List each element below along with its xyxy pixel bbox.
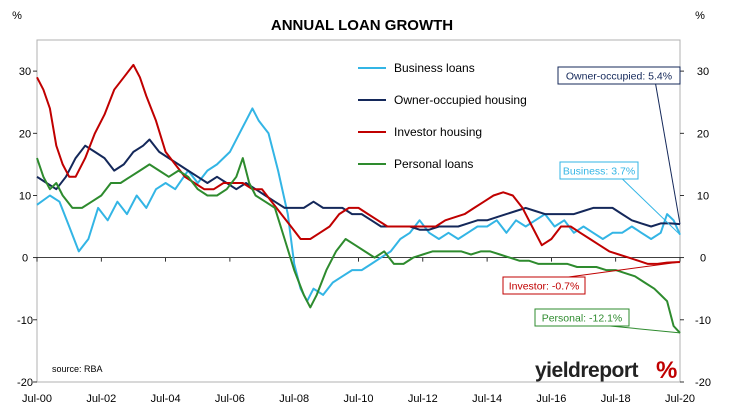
brand-name: yieldreport [535, 359, 639, 382]
x-tick-label: Jul-18 [601, 393, 631, 405]
y-tick-label-left: 20 [19, 128, 31, 140]
source-note: source: RBA [52, 364, 103, 374]
x-tick-label: Jul-14 [472, 393, 502, 405]
y-axis-unit-left: % [12, 10, 22, 22]
callout-label: Personal: -12.1% [542, 313, 623, 325]
x-tick-label: Jul-06 [215, 393, 245, 405]
x-tick-label: Jul-02 [86, 393, 116, 405]
legend-label: Personal loans [394, 157, 473, 171]
series-lines [36, 63, 681, 334]
callout-box [559, 161, 639, 180]
series-line [36, 107, 681, 303]
legend-label: Owner-occupied housing [394, 93, 527, 107]
callouts: Owner-occupied: 5.4% Business: 3.7% Invest… [502, 66, 681, 334]
x-tick-label: Jul-10 [344, 393, 374, 405]
y-tick-label-left: 30 [19, 66, 31, 78]
y-tick-label-right: 10 [697, 190, 709, 202]
x-tick-label: Jul-20 [665, 393, 695, 405]
callout-label: Owner-occupied: 5.4% [566, 71, 672, 83]
x-tick-label: Jul-12 [408, 393, 438, 405]
callout-leader [610, 325, 681, 334]
series-line [36, 157, 681, 334]
legend-label: Investor housing [394, 125, 482, 139]
callout-leader [655, 83, 681, 225]
y-tick-label-left: 10 [19, 190, 31, 202]
x-tick-label: Jul-16 [536, 393, 566, 405]
callout-label: Investor: -0.7% [509, 281, 580, 293]
y-axis-unit-right: % [695, 10, 705, 22]
brand-percent-symbol: % [656, 357, 677, 384]
y-tick-label-left: -10 [17, 315, 33, 327]
legend: Business loans Owner-occupied housing Inve… [358, 61, 527, 171]
y-axis-right: -20 -10 0 10 20 30 [680, 66, 711, 389]
callout-leader [568, 261, 681, 278]
legend-label: Business loans [394, 61, 475, 75]
series-line [36, 63, 681, 265]
callout-box [557, 66, 681, 85]
y-tick-label-right: 20 [697, 128, 709, 140]
y-tick-label-left: 0 [22, 253, 28, 265]
brand-logo: yieldreport % [535, 357, 677, 384]
chart-title: ANNUAL LOAN GROWTH [271, 17, 453, 34]
callout-box [534, 308, 630, 327]
x-tick-label: Jul-08 [279, 393, 309, 405]
y-tick-label-right: -10 [695, 315, 711, 327]
y-tick-label-right: -20 [695, 377, 711, 389]
y-axis-left: -20 -10 0 10 20 30 [17, 66, 37, 389]
callout-leader [622, 178, 681, 235]
callout-label: Business: 3.7% [563, 166, 635, 178]
y-tick-label-left: -20 [17, 377, 33, 389]
y-tick-label-right: 0 [700, 253, 706, 265]
series-line [36, 138, 681, 231]
x-axis: Jul-00 Jul-02 Jul-04 Jul-06 Jul-08 Jul-10 Jul-… [22, 257, 695, 405]
callout-box [502, 276, 586, 295]
y-tick-label-right: 30 [697, 66, 709, 78]
x-tick-label: Jul-04 [151, 393, 181, 405]
plot-area [36, 39, 681, 383]
x-tick-label: Jul-00 [22, 393, 52, 405]
